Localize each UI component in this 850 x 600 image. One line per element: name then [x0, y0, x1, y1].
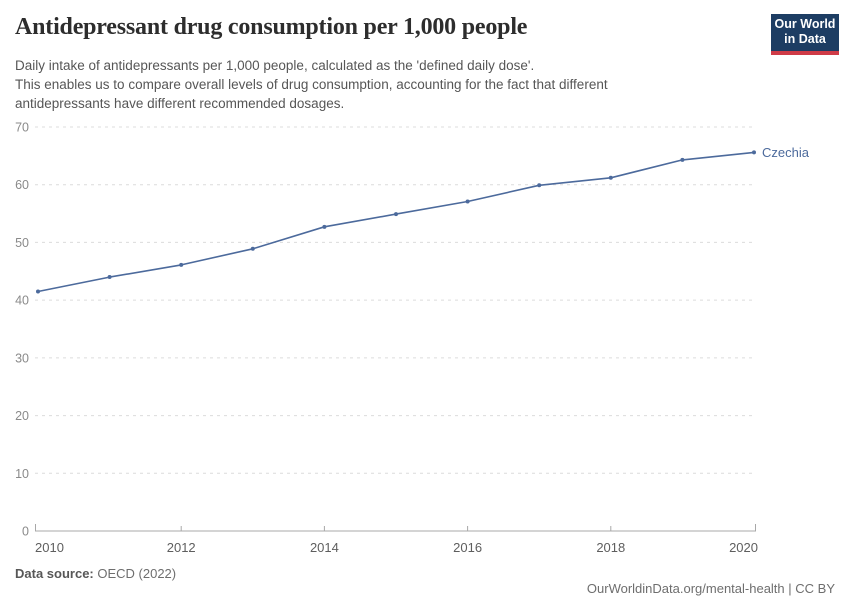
x-axis-tick-label-2010: 2010	[35, 540, 64, 555]
y-axis-tick-label-40: 40	[15, 294, 29, 308]
x-axis-tick-label-2016: 2016	[453, 540, 482, 555]
data-point-czechia-2014[interactable]	[322, 224, 327, 229]
y-axis-tick-label-50: 50	[15, 236, 29, 250]
subtitle-line-2: This enables us to compare overall level…	[15, 77, 608, 92]
y-axis-tick-label-60: 60	[15, 178, 29, 192]
x-axis-tick-label-2012: 2012	[167, 540, 196, 555]
czechia-line-series[interactable]	[37, 151, 755, 293]
data-point-czechia-2018[interactable]	[608, 175, 613, 180]
data-source-value: OECD (2022)	[93, 566, 177, 581]
credit-separator: |	[784, 581, 796, 596]
data-point-czechia-2015[interactable]	[394, 212, 398, 217]
x-axis-tick-label-2020: 2020	[729, 540, 758, 555]
owid-logo[interactable]: Our World in Data	[771, 14, 839, 55]
y-axis-tick-label-20: 20	[15, 409, 29, 423]
data-point-czechia-2016[interactable]	[465, 199, 470, 204]
data-point-czechia-2017[interactable]	[537, 183, 542, 188]
series-end-label-czechia[interactable]: Czechia	[762, 145, 810, 160]
chart-title: Antidepressant drug consumption per 1,00…	[15, 14, 528, 40]
data-point-czechia-2010[interactable]	[36, 289, 40, 294]
data-point-czechia-2011[interactable]	[107, 275, 112, 280]
y-axis-tick-label-0: 0	[22, 525, 29, 539]
credit-link[interactable]: OurWorldinData.org/mental-health | CC BY	[565, 566, 835, 600]
data-point-czechia-2019[interactable]	[680, 157, 685, 162]
data-source-label: Data source:	[15, 566, 94, 581]
y-axis-tick-label-10: 10	[15, 467, 29, 481]
chart-subtitle: Daily intake of antidepressants per 1,00…	[15, 56, 755, 113]
chart-header: Antidepressant drug consumption per 1,00…	[15, 12, 755, 113]
chart-svg: 0 10 20 30 40 50 60 70 2010 2012 2014 2016 2018 2020 C…	[15, 121, 810, 556]
data-source: Data source: OECD (2022)	[15, 566, 176, 581]
data-point-czechia-2013[interactable]	[250, 246, 255, 251]
y-axis-tick-label-30: 30	[15, 351, 29, 365]
subtitle-line-1: Daily intake of antidepressants per 1,00…	[15, 58, 535, 73]
owid-logo-line1: Our World	[774, 17, 836, 31]
data-point-czechia-2012[interactable]	[179, 262, 184, 267]
credit-license[interactable]: CC BY	[795, 581, 835, 596]
x-axis-tick-label-2018: 2018	[596, 540, 625, 555]
subtitle-line-3: antidepressants have different recommend…	[15, 96, 345, 111]
chart-footer: Data source: OECD (2022) OurWorldinData.…	[15, 566, 835, 596]
y-axis-tick-label-70: 70	[15, 121, 29, 135]
owid-logo-line2: in Data	[784, 32, 826, 46]
data-point-czechia-2020[interactable]	[752, 150, 756, 155]
credit-url[interactable]: OurWorldinData.org/mental-health	[586, 581, 785, 596]
x-axis-tick-label-2014: 2014	[310, 540, 339, 555]
